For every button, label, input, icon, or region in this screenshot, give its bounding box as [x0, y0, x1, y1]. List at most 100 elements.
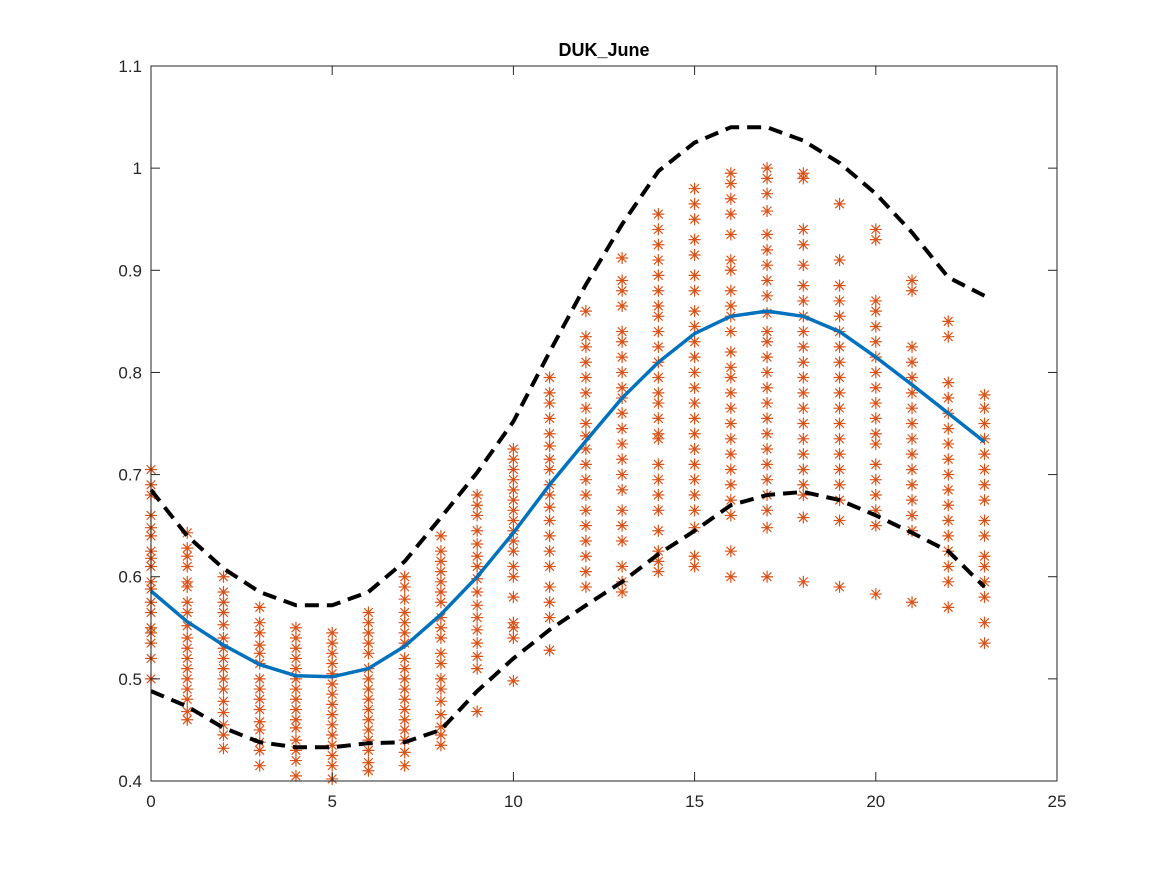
data-point [688, 248, 701, 261]
data-point [724, 228, 737, 241]
data-point [326, 677, 339, 690]
data-point [579, 565, 592, 578]
data-point [616, 534, 629, 547]
data-point [688, 269, 701, 282]
data-point [942, 330, 955, 343]
data-point [362, 744, 375, 757]
data-point [253, 616, 266, 629]
data-point [869, 366, 882, 379]
data-point [942, 529, 955, 542]
data-point [724, 254, 737, 267]
data-point [833, 432, 846, 445]
data-point [978, 591, 991, 604]
data-point [797, 371, 810, 384]
data-point [869, 519, 882, 532]
data-point [543, 611, 556, 624]
data-point [652, 223, 665, 236]
data-point [289, 683, 302, 696]
data-point [797, 432, 810, 445]
data-point [906, 494, 919, 507]
data-point [761, 325, 774, 338]
data-point [217, 729, 230, 742]
data-point [652, 397, 665, 410]
data-point [906, 371, 919, 384]
data-point [543, 463, 556, 476]
data-point [579, 489, 592, 501]
data-point [434, 621, 447, 634]
y-tick-label: 0.8 [118, 363, 142, 382]
data-point [326, 749, 339, 762]
data-point [398, 626, 411, 639]
data-point [362, 606, 375, 619]
data-point [833, 279, 846, 292]
data-point [543, 580, 556, 593]
data-point [289, 632, 302, 644]
data-point [253, 703, 266, 716]
data-point [797, 448, 810, 461]
data-point [869, 305, 882, 318]
data-point [326, 657, 339, 670]
data-point [942, 499, 955, 512]
data-point [978, 463, 991, 476]
data-point [434, 647, 447, 660]
data-point [869, 223, 882, 236]
data-point [978, 402, 991, 415]
data-point [289, 734, 302, 747]
y-tick-label: 0.5 [118, 670, 142, 689]
data-point [942, 601, 955, 614]
data-point [906, 284, 919, 297]
data-point [797, 172, 810, 185]
data-point [507, 545, 520, 558]
data-point [471, 611, 484, 624]
y-tick-label: 1 [133, 159, 142, 178]
data-point [978, 529, 991, 542]
data-point [362, 764, 375, 777]
data-point [688, 182, 701, 195]
data-point [362, 626, 375, 639]
data-point [724, 192, 737, 205]
data-point [181, 606, 194, 619]
data-point [507, 483, 520, 496]
data-point [181, 560, 194, 573]
data-point [688, 427, 701, 440]
data-point [362, 616, 375, 629]
data-point [398, 637, 411, 650]
data-point [906, 478, 919, 491]
data-point [253, 626, 266, 639]
data-point [326, 708, 339, 721]
data-point [579, 458, 592, 471]
data-point [724, 463, 737, 476]
data-point [543, 489, 556, 501]
data-point [797, 279, 810, 292]
data-point [869, 294, 882, 307]
data-point [978, 514, 991, 527]
data-point [471, 509, 484, 522]
data-point [326, 637, 339, 650]
data-point [253, 672, 266, 685]
data-point [652, 238, 665, 251]
data-point [326, 667, 339, 680]
data-point [253, 693, 266, 706]
data-point [652, 555, 665, 568]
data-point [579, 580, 592, 593]
data-point [724, 509, 737, 522]
data-point [181, 672, 194, 685]
data-point [833, 294, 846, 307]
data-point [362, 637, 375, 650]
data-point [616, 560, 629, 573]
data-point [761, 162, 774, 175]
data-point [942, 514, 955, 527]
bound-line [149, 125, 986, 608]
data-point [833, 371, 846, 384]
data-point [652, 545, 665, 558]
data-point [398, 746, 411, 759]
data-point [652, 269, 665, 282]
data-point [724, 167, 737, 180]
data-point [688, 560, 701, 573]
data-point [833, 514, 846, 527]
data-point [217, 586, 230, 599]
data-point [616, 284, 629, 297]
data-point [797, 417, 810, 430]
data-point [543, 596, 556, 609]
data-point [724, 325, 737, 338]
